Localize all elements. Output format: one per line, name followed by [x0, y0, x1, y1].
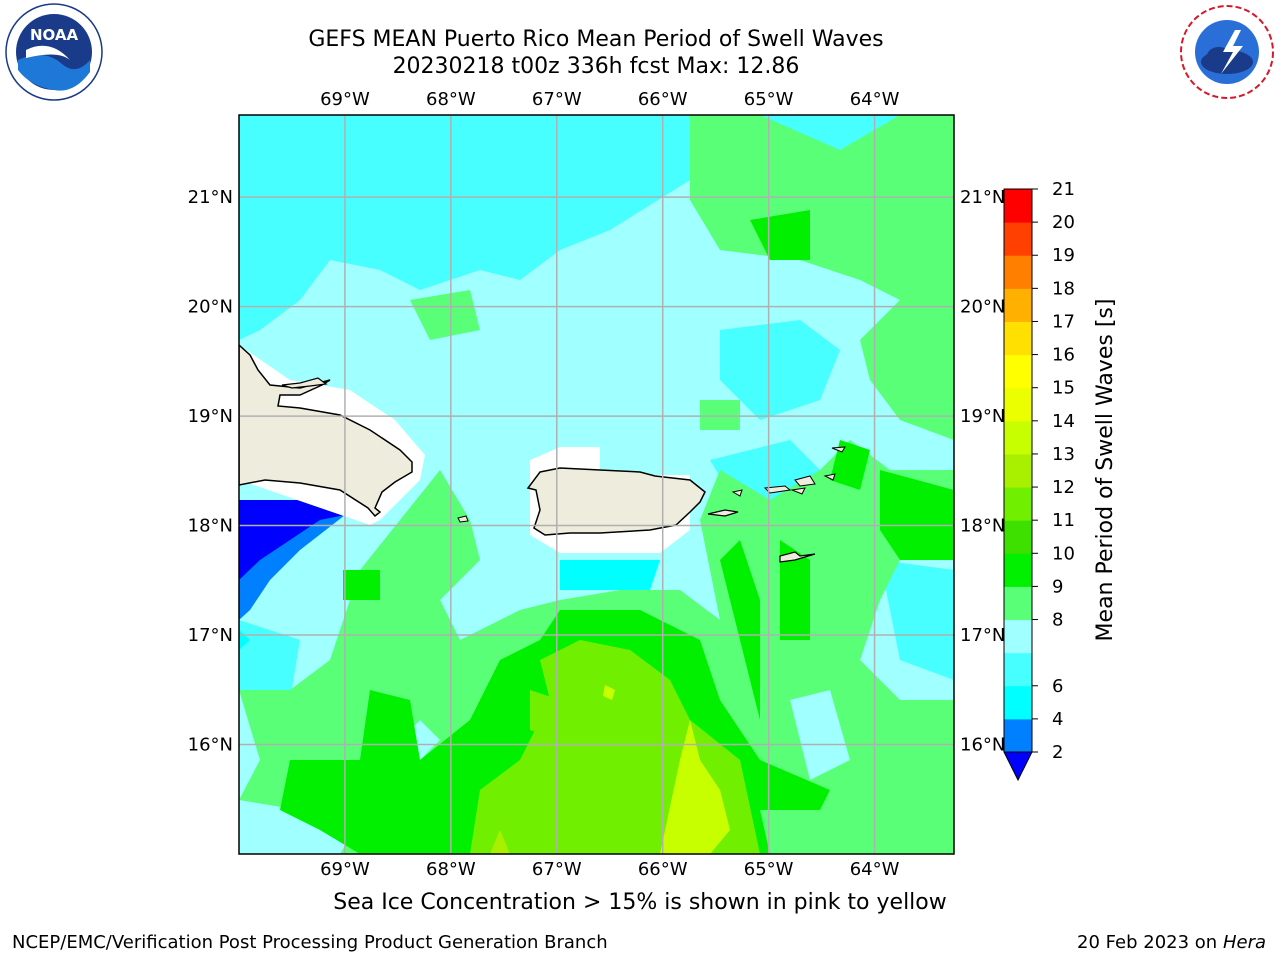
- colorbar: 21 20 19 18 17 16 15 14 13 12 11 10 9 8 6 4 2: [1003, 179, 1075, 782]
- colorbar-segment: [1004, 553, 1032, 587]
- lat-tick-label: 19°N: [960, 406, 1005, 427]
- colorbar-segment: [1004, 288, 1032, 322]
- colorbar-tick-label: 20: [1052, 212, 1075, 233]
- lon-tick-label: 67°W: [532, 859, 582, 880]
- colorbar-segment: [1004, 189, 1032, 223]
- footer-date: 20 Feb 2023 on Hera: [1077, 932, 1266, 953]
- chart-subtitle: 20230218 t00z 336h fcst Max: 12.86: [392, 54, 800, 79]
- colorbar-segment: [1004, 652, 1032, 687]
- colorbar-tick-label: 16: [1052, 345, 1075, 366]
- colorbar-tick-label: 18: [1052, 278, 1075, 299]
- noaa-logo: NOAA: [5, 3, 103, 101]
- colorbar-segment: [1004, 387, 1032, 422]
- lat-tick-label: 21°N: [960, 187, 1005, 208]
- colorbar-segment: [1004, 453, 1032, 488]
- colorbar-tick-label: 12: [1052, 477, 1075, 498]
- map-gridlines: [239, 115, 954, 854]
- colorbar-tick-label: 6: [1052, 676, 1063, 697]
- colorbar-segment: [1004, 487, 1032, 521]
- map-frame: [238, 114, 955, 855]
- lon-tick-label: 69°W: [320, 89, 370, 110]
- lon-tick-label: 67°W: [532, 89, 582, 110]
- lon-tick-label: 65°W: [744, 859, 794, 880]
- lat-labels-right: 21°N 20°N 19°N 18°N 17°N 16°N: [960, 187, 1005, 755]
- colorbar-frame: [1003, 188, 1033, 753]
- nws-logo: [1179, 4, 1275, 100]
- lon-tick-label: 64°W: [850, 89, 900, 110]
- colorbar-tick-label: 8: [1052, 610, 1063, 631]
- lat-tick-label: 16°N: [188, 735, 233, 756]
- lat-tick-label: 19°N: [188, 406, 233, 427]
- colorbar-tick-label: 19: [1052, 245, 1075, 266]
- colorbar-segment: [1004, 420, 1032, 455]
- lon-tick-label: 66°W: [638, 859, 688, 880]
- colorbar-tick-label: 14: [1052, 411, 1075, 432]
- ice-note: Sea Ice Concentration > 15% is shown in …: [333, 890, 947, 915]
- colorbar-label: Mean Period of Swell Waves [s]: [1093, 299, 1118, 642]
- footer-credit: NCEP/EMC/Verification Post Processing Pr…: [12, 932, 608, 953]
- colorbar-extend-min: [1003, 751, 1033, 782]
- lon-tick-label: 69°W: [320, 859, 370, 880]
- lon-tick-label: 68°W: [426, 89, 476, 110]
- colorbar-segment: [1004, 354, 1032, 389]
- colorbar-tick-label: 13: [1052, 444, 1075, 465]
- lon-labels-bottom: 69°W 68°W 67°W 66°W 65°W 64°W: [320, 859, 900, 880]
- lat-tick-label: 17°N: [960, 625, 1005, 646]
- chart-title: GEFS MEAN Puerto Rico Mean Period of Swe…: [308, 27, 884, 52]
- lat-tick-label: 16°N: [960, 735, 1005, 756]
- lat-labels-left: 21°N 20°N 19°N 18°N 17°N 16°N: [188, 187, 233, 755]
- colorbar-segment: [1004, 685, 1032, 720]
- lat-tick-label: 17°N: [188, 625, 233, 646]
- colorbar-tick-label: 4: [1052, 709, 1063, 730]
- colorbar-tick-label: 11: [1052, 510, 1075, 531]
- colorbar-tick-label: 17: [1052, 311, 1075, 332]
- lat-tick-label: 21°N: [188, 187, 233, 208]
- colorbar-segment: [1004, 586, 1032, 621]
- colorbar-segment: [1004, 255, 1032, 289]
- lat-tick-label: 18°N: [188, 516, 233, 537]
- lat-tick-label: 18°N: [960, 516, 1005, 537]
- lat-tick-label: 20°N: [960, 297, 1005, 318]
- colorbar-tick-label: 2: [1052, 742, 1063, 763]
- lon-tick-label: 65°W: [744, 89, 794, 110]
- colorbar-segment: [1004, 718, 1032, 753]
- lon-tick-label: 64°W: [850, 859, 900, 880]
- swell-period-field: [239, 115, 954, 854]
- colorbar-tick-label: 9: [1052, 576, 1063, 597]
- colorbar-segment: [1004, 222, 1032, 256]
- lon-tick-label: 66°W: [638, 89, 688, 110]
- colorbar-segment: [1004, 520, 1032, 554]
- colorbar-tick-label: 21: [1052, 179, 1075, 200]
- colorbar-tick-label: 10: [1052, 543, 1075, 564]
- colorbar-tick-label: 15: [1052, 378, 1075, 399]
- colorbar-segment: [1004, 321, 1032, 356]
- footer-machine: Hera: [1222, 932, 1266, 953]
- lat-tick-label: 20°N: [188, 297, 233, 318]
- lon-tick-label: 68°W: [426, 859, 476, 880]
- lon-labels-top: 69°W 68°W 67°W 66°W 65°W 64°W: [320, 89, 900, 110]
- colorbar-segment: [1004, 619, 1032, 654]
- footer-date-text: 20 Feb 2023 on: [1077, 932, 1218, 953]
- noaa-logo-text: NOAA: [30, 26, 79, 44]
